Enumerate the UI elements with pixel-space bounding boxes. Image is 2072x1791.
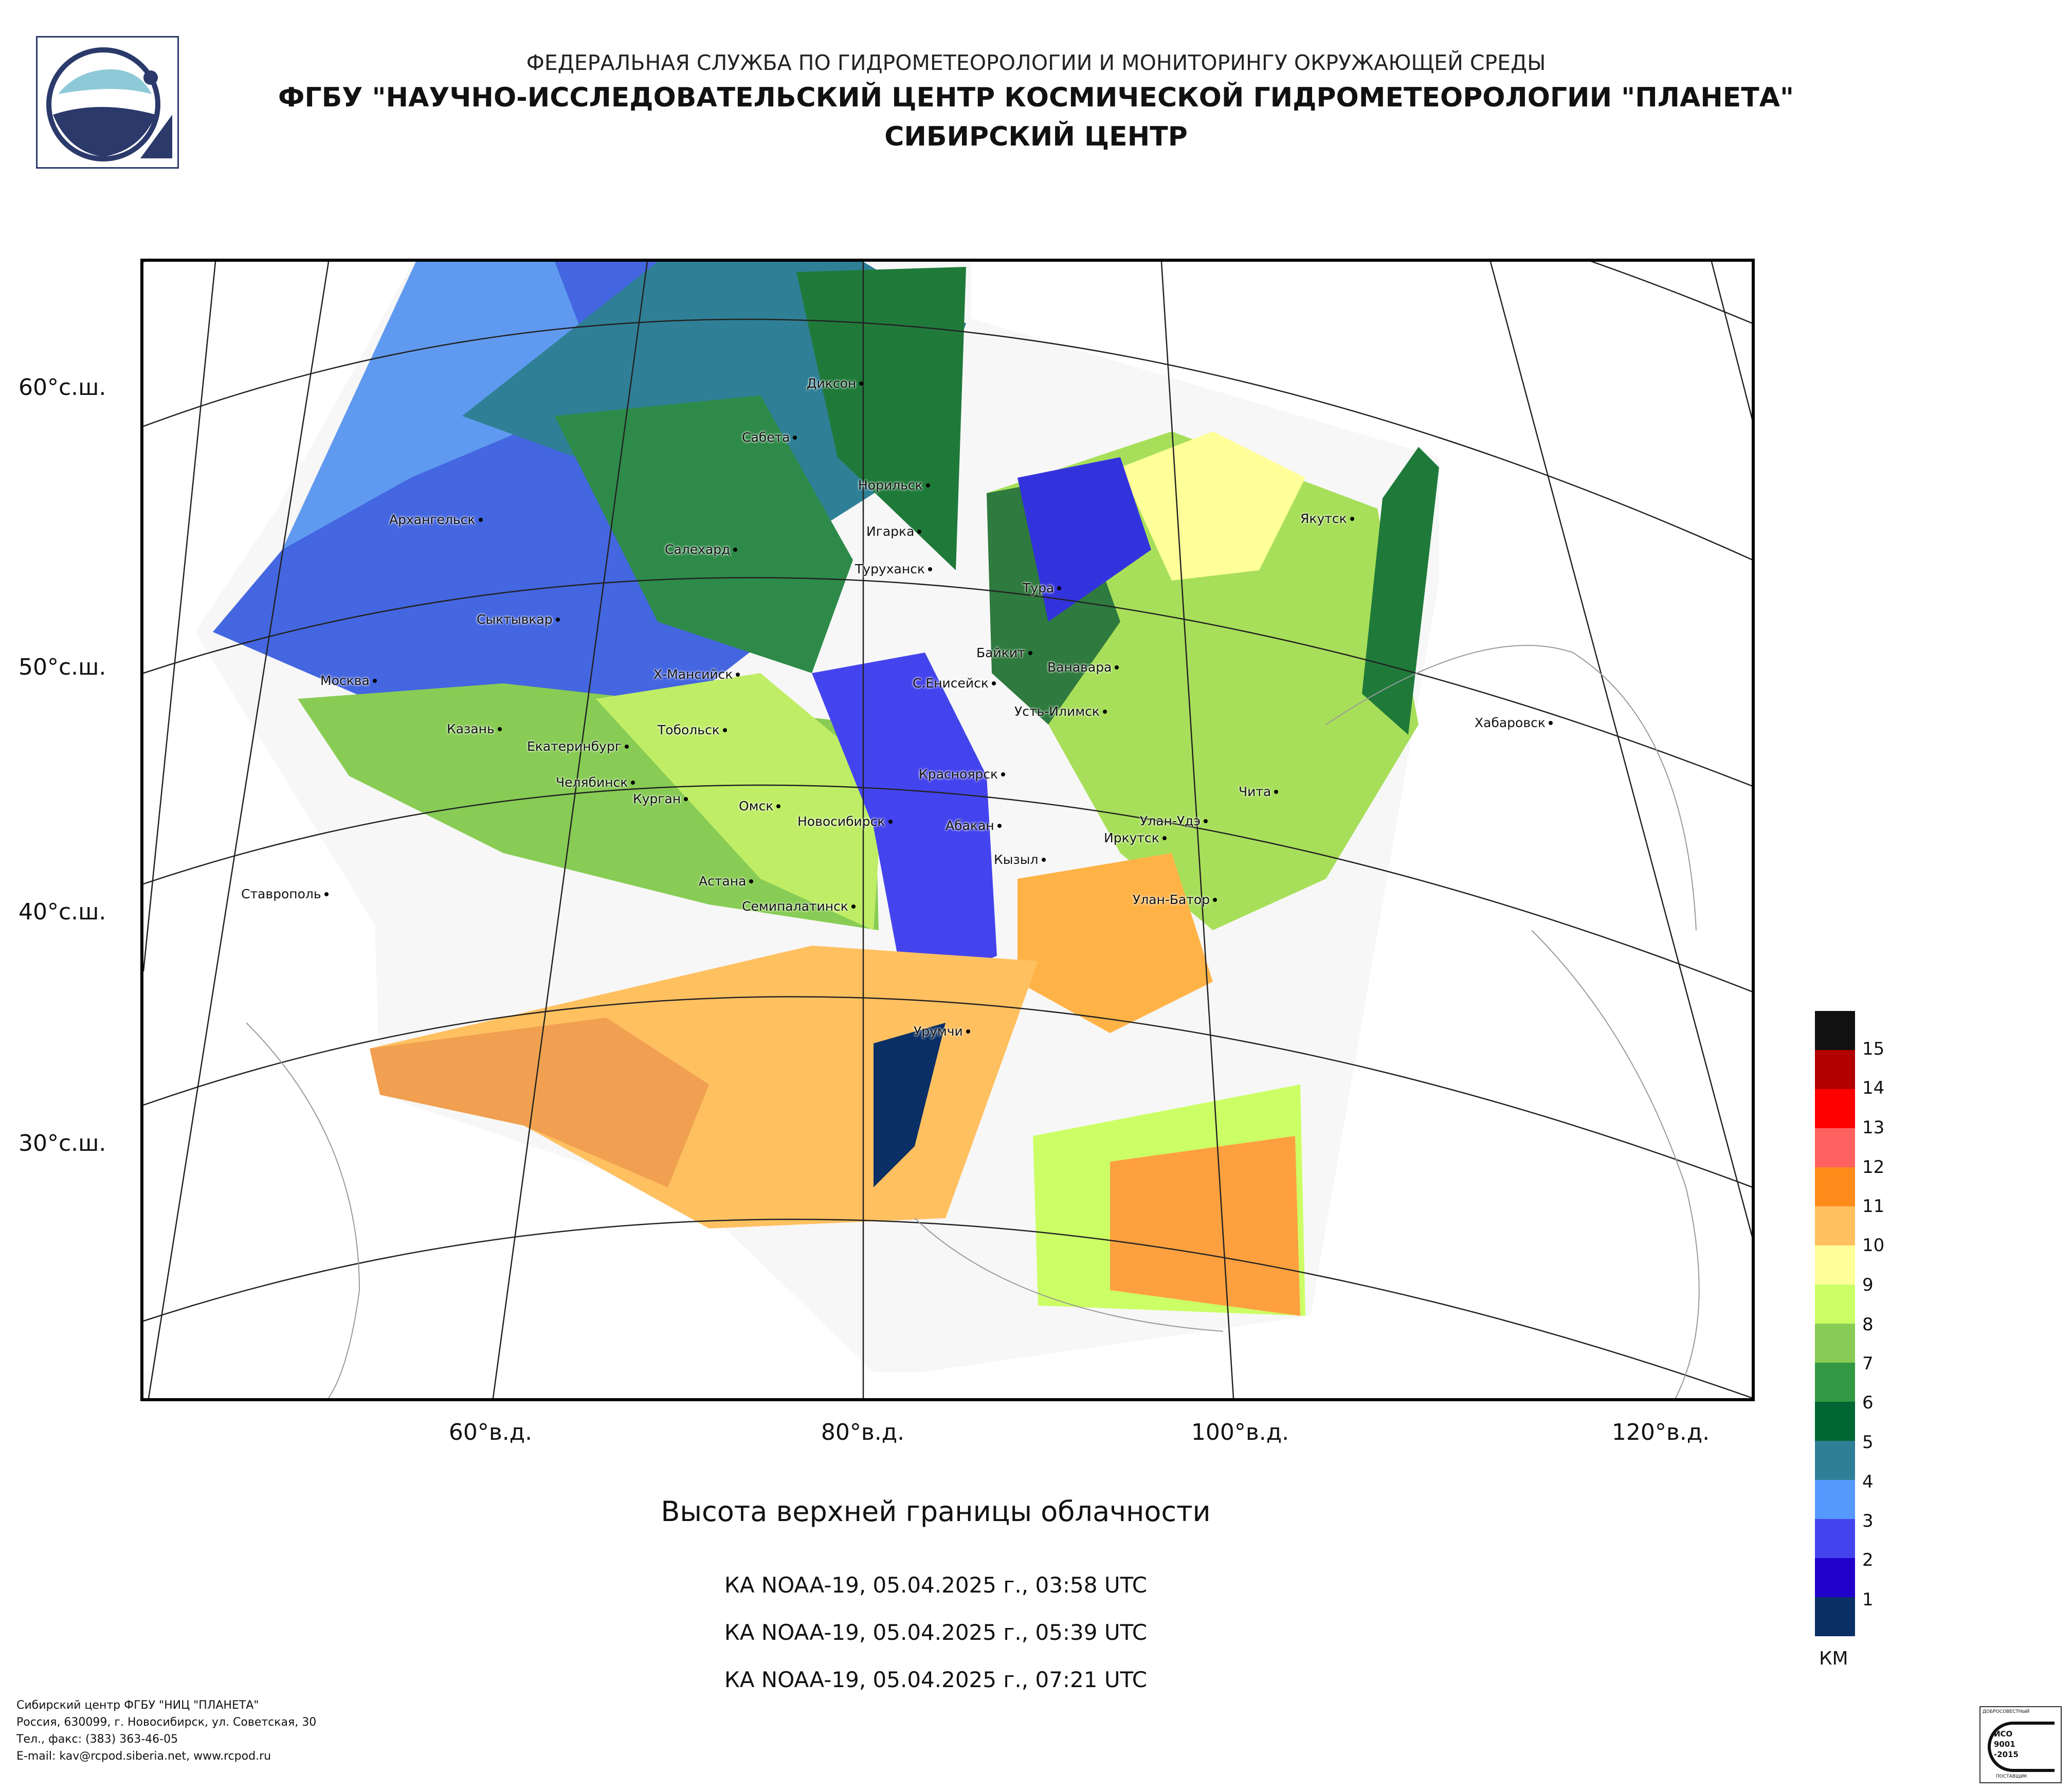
legend-swatch	[1815, 1519, 1855, 1558]
city-label: Тобольск	[658, 722, 727, 737]
city-label: Ванавара	[1047, 660, 1119, 675]
city-label: Екатеринбург	[527, 739, 629, 754]
legend-swatch	[1815, 1245, 1855, 1285]
legend-value: 15	[1862, 1039, 1885, 1059]
legend-swatch	[1815, 1324, 1855, 1363]
city-label: Семипалатинск	[742, 899, 856, 914]
lon-label: 80°в.д.	[821, 1419, 905, 1445]
city-label: Казань	[447, 721, 502, 736]
legend-value: 5	[1862, 1432, 1874, 1453]
legend-value: 6	[1862, 1392, 1874, 1413]
city-label: Хабаровск	[1475, 715, 1553, 730]
city-label: Иркутск	[1104, 830, 1167, 845]
legend-value: 2	[1862, 1550, 1874, 1570]
legend-swatch	[1815, 1402, 1855, 1441]
legend-swatch	[1815, 1480, 1855, 1519]
city-label: Норильск	[858, 478, 930, 493]
iso-line2: 9001	[1994, 1740, 2015, 1749]
footer-contacts: Сибирский центр ФГБУ "НИЦ "ПЛАНЕТА" Росс…	[16, 1697, 316, 1765]
city-label: Абакан	[946, 818, 1002, 833]
city-label: Х-Мансийск	[653, 667, 740, 682]
footer-email: E-mail: kav@rcpod.siberia.net, www.rcpod…	[16, 1750, 271, 1763]
footer-address: Россия, 630099, г. Новосибирск, ул. Сове…	[16, 1716, 317, 1729]
legend-value: 13	[1862, 1117, 1885, 1138]
city-label: Чита	[1239, 784, 1279, 799]
footer-phone: Тел., факс: (383) 363-46-05	[16, 1733, 178, 1746]
legend-value: 12	[1862, 1157, 1885, 1178]
legend-value: 4	[1862, 1472, 1874, 1492]
planeta-logo	[36, 36, 179, 169]
city-label: Урумчи	[914, 1024, 970, 1039]
header-agency: ФЕДЕРАЛЬНАЯ СЛУЖБА ПО ГИДРОМЕТЕОРОЛОГИИ …	[526, 50, 1546, 75]
city-label: Игарка	[866, 524, 922, 539]
legend-swatch	[1815, 1363, 1855, 1402]
lon-label: 120°в.д.	[1611, 1419, 1710, 1445]
city-label: Улан-Удэ	[1140, 813, 1208, 828]
city-label: Кызыл	[994, 852, 1045, 867]
legend-swatch	[1815, 1441, 1855, 1480]
city-label: Архангельск	[389, 512, 482, 527]
legend-unit: КМ	[1819, 1648, 1848, 1669]
map-canvas	[143, 262, 1752, 1398]
lat-label: 30°с.ш.	[19, 1130, 106, 1156]
iso-top: ДОБРОСОВЕСТНЫЙ	[1983, 1709, 2030, 1714]
city-label: Улан-Батор	[1133, 892, 1217, 907]
lat-label: 60°с.ш.	[19, 374, 106, 401]
legend-swatch	[1815, 1128, 1855, 1167]
height-legend	[1815, 1011, 1855, 1636]
city-label: Ставрополь	[241, 887, 329, 901]
city-label: Усть-Илимск	[1014, 704, 1107, 719]
lon-label: 60°в.д.	[448, 1419, 533, 1445]
iso-badge: ДОБРОСОВЕСТНЫЙ ИСО 9001 -2015 ПОСТАВЩИК	[1979, 1706, 2062, 1783]
city-label: Тура	[1023, 581, 1062, 595]
legend-swatch	[1815, 1050, 1855, 1089]
cloud-top-map: Диксон Сабета Норильск Игарка Туруханск …	[140, 259, 1755, 1401]
city-label: Сыктывкар	[477, 612, 560, 627]
legend-swatch	[1815, 1285, 1855, 1324]
legend-value: 10	[1862, 1235, 1885, 1256]
iso-line3: -2015	[1994, 1750, 2019, 1759]
city-label: С.Енисейск	[913, 676, 996, 691]
city-label: Новосибирск	[797, 814, 892, 829]
city-label: Салехард	[665, 542, 738, 557]
planeta-emblem-icon	[46, 47, 172, 161]
lat-label: 40°с.ш.	[19, 899, 106, 925]
city-label: Байкит	[976, 645, 1032, 660]
lon-label: 100°в.д.	[1191, 1419, 1289, 1445]
legend-swatch	[1815, 1558, 1855, 1597]
city-label: Курган	[633, 791, 688, 806]
legend-value: 11	[1862, 1196, 1885, 1217]
legend-value: 3	[1862, 1511, 1874, 1531]
legend-value: 1	[1862, 1589, 1874, 1610]
legend-value: 9	[1862, 1275, 1874, 1295]
city-label: Туруханск	[855, 562, 933, 576]
header-center: СИБИРСКИЙ ЦЕНТР	[884, 121, 1188, 152]
city-label: Диксон	[807, 376, 864, 391]
city-label: Омск	[739, 799, 781, 813]
iso-line1: ИСО	[1994, 1729, 2013, 1739]
city-label: Красноярск	[919, 767, 1006, 782]
header-institute: ФГБУ "НАУЧНО-ИССЛЕДОВАТЕЛЬСКИЙ ЦЕНТР КОС…	[278, 82, 1794, 113]
footer-org: Сибирский центр ФГБУ "НИЦ "ПЛАНЕТА"	[16, 1699, 259, 1712]
legend-value: 14	[1862, 1078, 1885, 1098]
city-label: Челябинск	[556, 775, 635, 790]
city-label: Якутск	[1300, 511, 1354, 526]
satellite-pass: КА NOAA-19, 05.04.2025 г., 07:21 UTC	[724, 1667, 1148, 1692]
map-title: Высота верхней границы облачности	[661, 1495, 1211, 1528]
iso-c-icon	[1988, 1722, 2055, 1772]
city-label: Астана	[699, 874, 754, 889]
legend-swatch	[1815, 1089, 1855, 1128]
iso-bottom: ПОСТАВЩИК	[1996, 1774, 2027, 1779]
city-label: Сабета	[742, 430, 798, 445]
lat-label: 50°с.ш.	[19, 654, 106, 680]
legend-swatch	[1815, 1011, 1855, 1050]
satellite-pass: КА NOAA-19, 05.04.2025 г., 03:58 UTC	[724, 1572, 1148, 1598]
legend-swatch	[1815, 1597, 1855, 1636]
legend-swatch	[1815, 1167, 1855, 1206]
legend-value: 8	[1862, 1314, 1874, 1335]
legend-value: 7	[1862, 1353, 1874, 1374]
city-label: Москва	[320, 673, 377, 688]
legend-swatch	[1815, 1206, 1855, 1245]
satellite-pass: КА NOAA-19, 05.04.2025 г., 05:39 UTC	[724, 1620, 1148, 1645]
